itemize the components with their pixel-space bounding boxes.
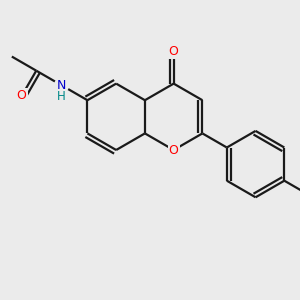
Text: H: H <box>57 90 66 103</box>
Text: N: N <box>57 79 66 92</box>
Text: O: O <box>169 45 178 58</box>
Text: O: O <box>17 89 27 103</box>
Text: O: O <box>169 143 178 157</box>
